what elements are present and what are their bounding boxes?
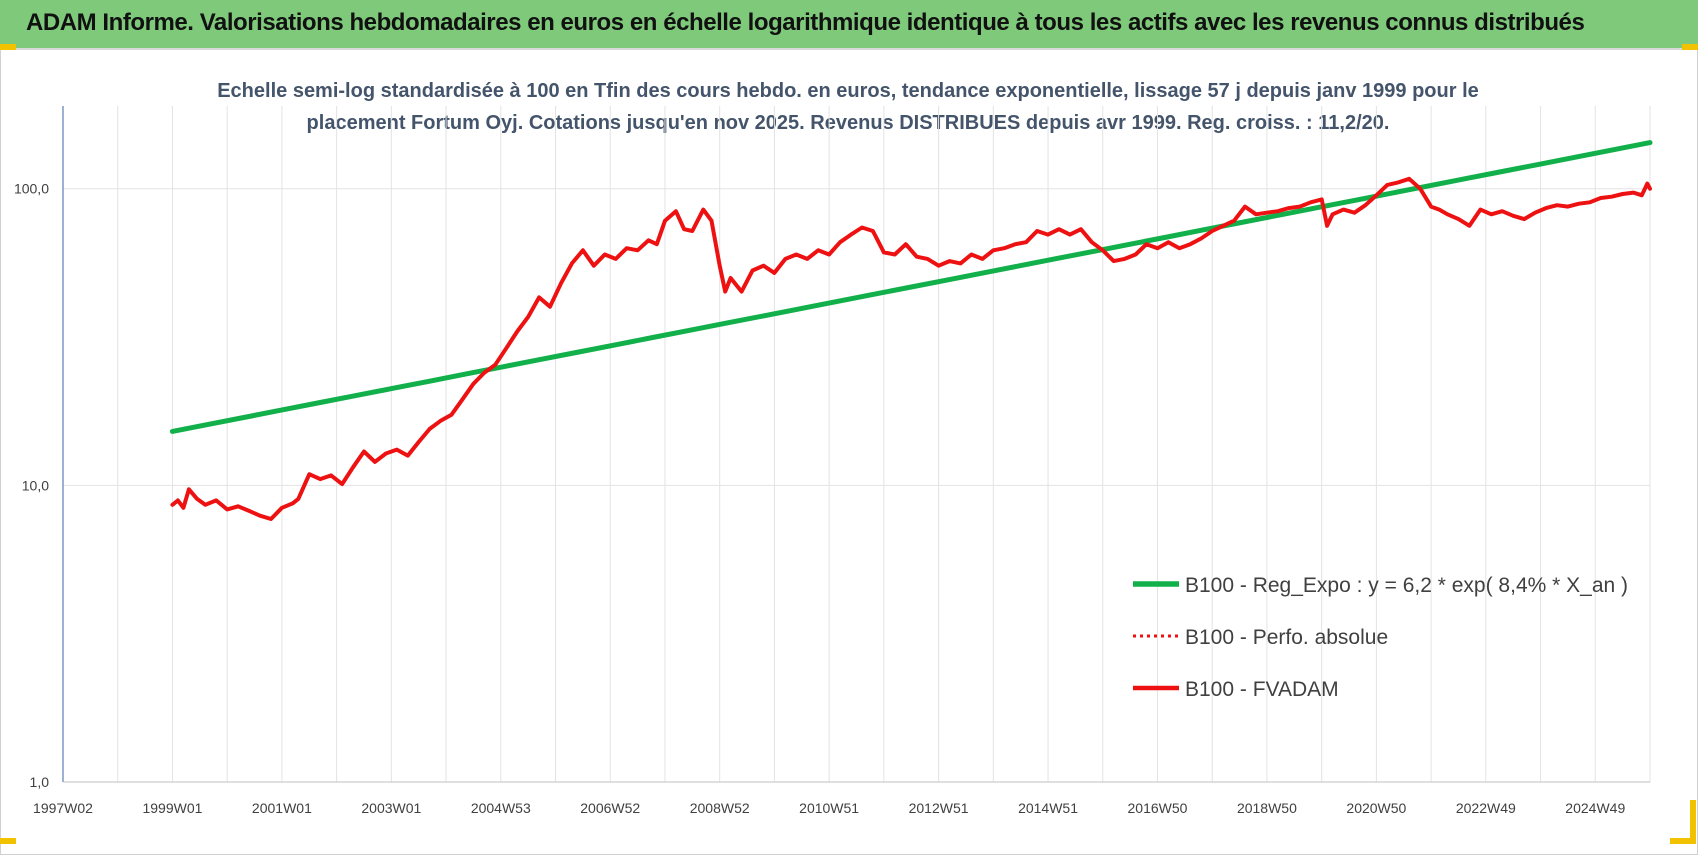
x-tick-label: 2010W51 [799,800,859,816]
x-tick-label: 1997W02 [33,800,93,816]
y-tick-label: 100,0 [14,181,49,197]
corner-mark-bottom-right-v [1690,800,1696,844]
x-tick-label: 2006W52 [580,800,640,816]
series-line-2 [170,176,1652,521]
y-tick-labels: 1,0 10,0 100,0 [14,181,49,790]
legend-label-2: B100 - FVADAM [1185,678,1339,701]
corner-mark-bottom-right-h [1670,838,1696,844]
grid-lines [63,106,1651,783]
legend-label-1: B100 - Perfo. absolue [1185,626,1388,649]
corner-mark-top-left [0,44,16,50]
x-tick-label: 2014W51 [1018,800,1078,816]
x-tick-label: 2004W53 [471,800,531,816]
x-tick-label: 2008W52 [690,800,750,816]
x-tick-label: 2001W01 [252,800,312,816]
legend: B100 - Reg_Expo : y = 6,2 * exp( 8,4% * … [1133,574,1628,701]
y-tick-label: 1,0 [30,774,50,790]
legend-label-0: B100 - Reg_Expo : y = 6,2 * exp( 8,4% * … [1185,574,1628,597]
corner-mark-top-right [1682,44,1698,50]
x-tick-label: 2016W50 [1128,800,1188,816]
x-tick-label: 2012W51 [909,800,969,816]
x-tick-label: 2003W01 [361,800,421,816]
chart-subtitle-line-1: Echelle semi-log standardisée à 100 en T… [217,80,1479,102]
corner-mark-bottom-left [0,838,16,844]
series-lines [169,140,1653,521]
chart-subtitle-line-2: placement Fortum Oyj. Cotations jusqu'en… [307,112,1390,134]
series-line-0 [169,140,1653,434]
x-tick-label: 1999W01 [142,800,202,816]
x-tick-labels: 1997W02 1999W01 2001W01 2003W01 2004W53 2006W… [33,800,1625,816]
x-tick-label: 2024W49 [1565,800,1625,816]
banner: ADAM Informe. Valorisations hebdomadaire… [0,0,1698,50]
x-tick-label: 2022W49 [1456,800,1516,816]
y-tick-label: 10,0 [22,477,49,493]
x-tick-label: 2020W50 [1346,800,1406,816]
banner-title: ADAM Informe. Valorisations hebdomadaire… [26,9,1585,36]
x-tick-label: 2018W50 [1237,800,1297,816]
